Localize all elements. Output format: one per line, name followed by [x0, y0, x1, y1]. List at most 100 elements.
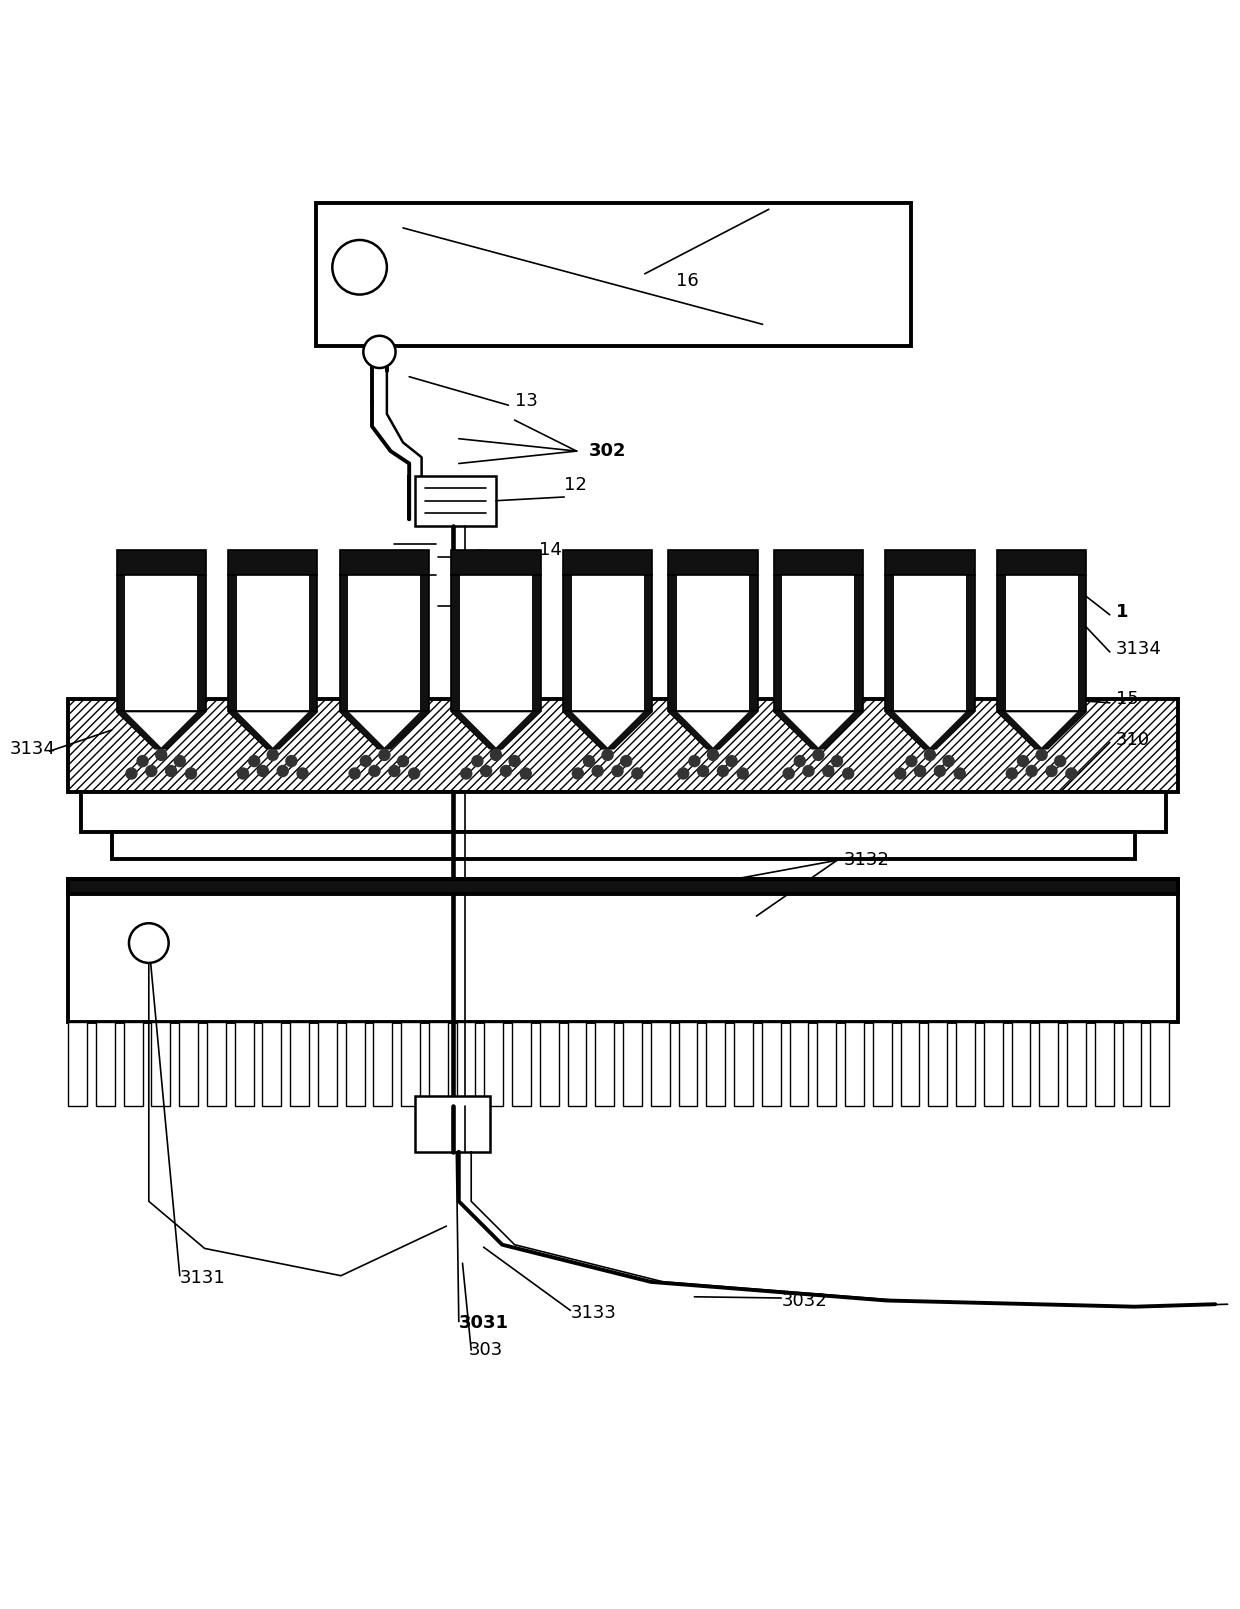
Circle shape [725, 755, 738, 767]
Bar [234, 1022, 253, 1105]
Bar [68, 1022, 87, 1105]
Bar [774, 550, 863, 574]
Circle shape [165, 764, 177, 777]
Text: 15: 15 [1116, 690, 1138, 708]
Polygon shape [817, 711, 863, 748]
Bar [68, 879, 1178, 1022]
Text: 3134: 3134 [10, 740, 56, 758]
Bar [668, 550, 758, 574]
Polygon shape [495, 711, 541, 748]
Circle shape [285, 755, 298, 767]
Bar [316, 203, 911, 346]
Circle shape [591, 764, 604, 777]
Circle shape [500, 764, 512, 777]
Bar [997, 550, 1086, 574]
Circle shape [397, 755, 409, 767]
Bar [983, 1022, 1003, 1105]
Circle shape [802, 764, 815, 777]
Circle shape [388, 764, 401, 777]
Bar [1095, 1022, 1114, 1105]
Polygon shape [117, 711, 162, 748]
Polygon shape [885, 711, 975, 748]
Bar [485, 1022, 503, 1105]
Text: 16: 16 [676, 272, 698, 290]
Polygon shape [774, 711, 863, 748]
Circle shape [831, 755, 843, 767]
Text: 3031: 3031 [459, 1315, 508, 1332]
Text: 14: 14 [539, 541, 562, 560]
Bar [236, 574, 310, 711]
Polygon shape [160, 711, 206, 748]
Circle shape [363, 336, 396, 368]
Circle shape [348, 767, 361, 780]
Bar [734, 1022, 753, 1105]
Bar [68, 879, 1178, 893]
Bar [512, 1022, 531, 1105]
Bar [668, 574, 758, 711]
Bar [539, 1022, 559, 1105]
Bar [340, 574, 348, 711]
Circle shape [688, 755, 701, 767]
Bar [956, 1022, 975, 1105]
Bar [790, 1022, 808, 1105]
Circle shape [1054, 755, 1066, 767]
Polygon shape [712, 711, 758, 748]
Circle shape [277, 764, 289, 777]
Bar [749, 574, 758, 711]
Bar [678, 1022, 697, 1105]
Circle shape [267, 748, 279, 761]
Bar [456, 1022, 475, 1105]
Circle shape [1006, 767, 1018, 780]
Bar [1039, 1022, 1058, 1105]
Circle shape [360, 755, 372, 767]
Circle shape [155, 748, 167, 761]
Bar [817, 1022, 836, 1105]
Bar [340, 574, 429, 711]
Circle shape [1035, 748, 1048, 761]
Bar [317, 1022, 337, 1105]
Circle shape [954, 767, 966, 780]
Bar [151, 1022, 170, 1105]
Circle shape [914, 764, 926, 777]
Circle shape [237, 767, 249, 780]
Bar [117, 574, 206, 711]
Bar [885, 574, 894, 711]
Bar [774, 574, 863, 711]
Circle shape [924, 748, 936, 761]
Text: 3131: 3131 [180, 1270, 226, 1287]
Bar [1004, 574, 1079, 711]
Bar [451, 574, 541, 711]
Bar [81, 792, 1166, 832]
Bar [228, 550, 317, 574]
Text: 3032: 3032 [781, 1292, 827, 1310]
Bar [997, 574, 1086, 711]
Bar [885, 574, 975, 711]
Text: 303: 303 [469, 1340, 503, 1360]
Circle shape [942, 755, 955, 767]
Circle shape [572, 767, 584, 780]
Circle shape [782, 767, 795, 780]
Bar [644, 574, 652, 711]
Bar [1078, 574, 1086, 711]
Bar [651, 1022, 670, 1105]
Bar [563, 550, 652, 574]
Circle shape [794, 755, 806, 767]
Bar [1012, 1022, 1030, 1105]
Bar [676, 574, 750, 711]
Circle shape [842, 767, 854, 780]
Text: 3132: 3132 [843, 851, 889, 869]
Polygon shape [272, 711, 317, 748]
Bar [781, 574, 856, 711]
Circle shape [145, 764, 157, 777]
Bar [420, 574, 429, 711]
Bar [124, 1022, 143, 1105]
Bar [117, 550, 206, 574]
Circle shape [471, 755, 484, 767]
Bar [929, 1022, 947, 1105]
Polygon shape [228, 711, 274, 748]
Bar [340, 550, 429, 574]
Bar [263, 1022, 281, 1105]
Bar [95, 1022, 115, 1105]
Circle shape [677, 767, 689, 780]
Bar [373, 1022, 392, 1105]
